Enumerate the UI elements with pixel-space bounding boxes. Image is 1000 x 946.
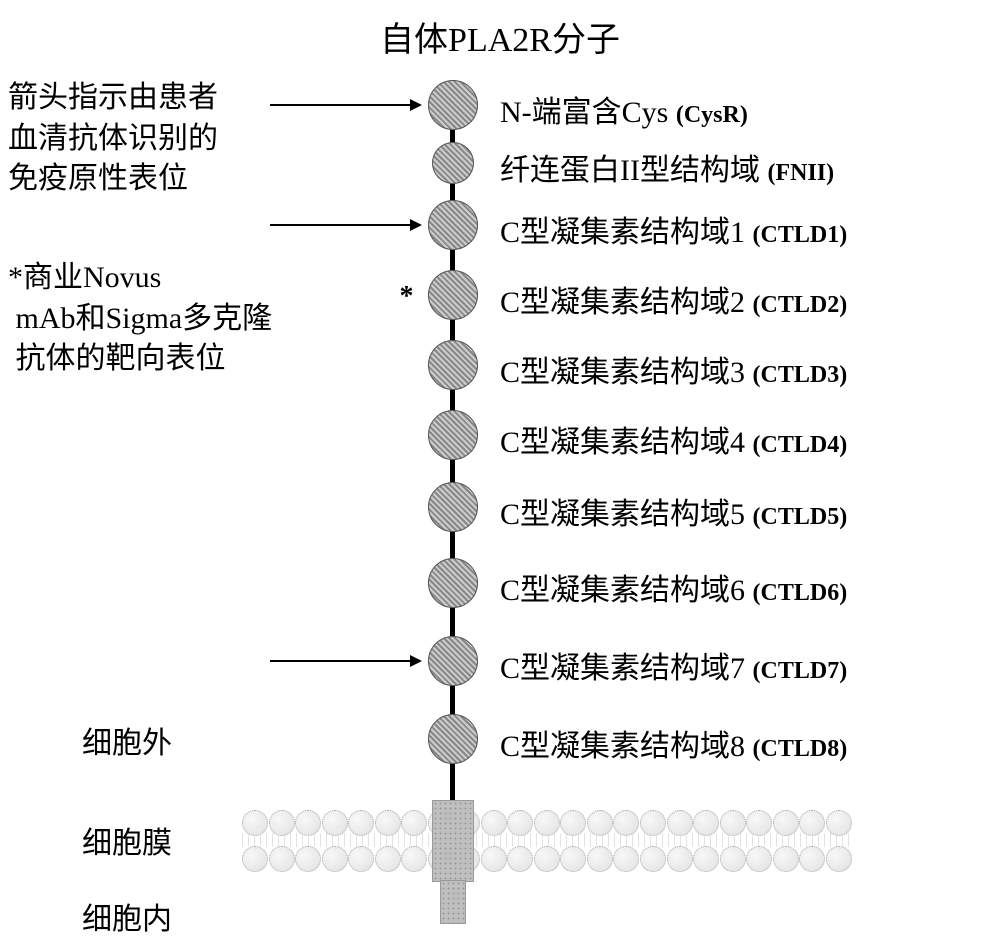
domain-label-ctld1: C型凝集素结构域1 (CTLD1): [500, 207, 847, 251]
epitope-arrow-ctld1: [270, 224, 412, 226]
domain-abbr-text: (CTLD3): [753, 362, 848, 388]
domain-ctld6: [428, 558, 478, 608]
domain-ctld8: [428, 714, 478, 764]
epitope-arrow-cysr: [270, 104, 412, 106]
domain-abbr-text: (CysR): [676, 102, 748, 128]
domain-label-ctld3: C型凝集素结构域3 (CTLD3): [500, 347, 847, 391]
diagram-title: 自体PLA2R分子: [0, 12, 1000, 61]
domain-abbr-text: (CTLD8): [753, 736, 848, 762]
pla2r-diagram: 自体PLA2R分子 N-端富含Cys (CysR) 纤连蛋白II型结构域 (FNII…: [0, 0, 1000, 946]
domain-cysr: [428, 80, 478, 130]
domain-label-fnii: 纤连蛋白II型结构域 (FNII): [500, 145, 834, 189]
domain-abbr-text: (FNII): [767, 160, 834, 186]
domain-label-cysr: N-端富含Cys (CysR): [500, 87, 748, 131]
domain-label-text: C型凝集素结构域2: [500, 286, 745, 319]
domain-label-ctld4: C型凝集素结构域4 (CTLD4): [500, 417, 847, 461]
domain-label-ctld6: C型凝集素结构域6 (CTLD6): [500, 565, 847, 609]
domain-abbr-text: (CTLD7): [753, 658, 848, 684]
domain-ctld5: [428, 482, 478, 532]
domain-abbr-text: (CTLD2): [753, 292, 848, 318]
domain-label-text: C型凝集素结构域4: [500, 426, 745, 459]
domain-label-ctld5: C型凝集素结构域5 (CTLD5): [500, 489, 847, 533]
domain-label-ctld8: C型凝集素结构域8 (CTLD8): [500, 721, 847, 765]
domain-label-text: 纤连蛋白II型结构域: [500, 154, 760, 187]
asterisk-marker: *: [400, 281, 414, 313]
domain-ctld3: [428, 340, 478, 390]
arrow-note: 箭头指示由患者 血清抗体识别的 免疫原性表位: [8, 78, 218, 200]
domain-ctld1: [428, 200, 478, 250]
transmembrane-block: [432, 800, 474, 882]
domain-fnii: [432, 142, 474, 184]
domain-abbr-text: (CTLD6): [753, 580, 848, 606]
domain-label-ctld2: C型凝集素结构域2 (CTLD2): [500, 277, 847, 321]
domain-ctld4: [428, 410, 478, 460]
cell-membrane: [242, 810, 852, 870]
label-extracellular: 细胞外: [82, 724, 172, 765]
domain-label-text: C型凝集素结构域3: [500, 356, 745, 389]
domain-abbr-text: (CTLD5): [753, 504, 848, 530]
domain-label-text: C型凝集素结构域7: [500, 652, 745, 685]
cytoplasmic-tail: [440, 880, 466, 924]
domain-label-text: C型凝集素结构域6: [500, 574, 745, 607]
novus-note: *商业Novus mAb和Sigma多克隆 抗体的靶向表位: [8, 258, 272, 380]
domain-label-text: C型凝集素结构域5: [500, 498, 745, 531]
domain-label-text: N-端富含Cys: [500, 96, 668, 129]
domain-abbr-text: (CTLD4): [753, 432, 848, 458]
domain-ctld2: [428, 270, 478, 320]
label-membrane: 细胞膜: [82, 824, 172, 865]
domain-label-ctld7: C型凝集素结构域7 (CTLD7): [500, 643, 847, 687]
domain-label-text: C型凝集素结构域1: [500, 216, 745, 249]
label-intracellular: 细胞内: [82, 900, 172, 941]
epitope-arrow-ctld7: [270, 660, 412, 662]
domain-ctld7: [428, 636, 478, 686]
domain-abbr-text: (CTLD1): [753, 222, 848, 248]
domain-label-text: C型凝集素结构域8: [500, 730, 745, 763]
